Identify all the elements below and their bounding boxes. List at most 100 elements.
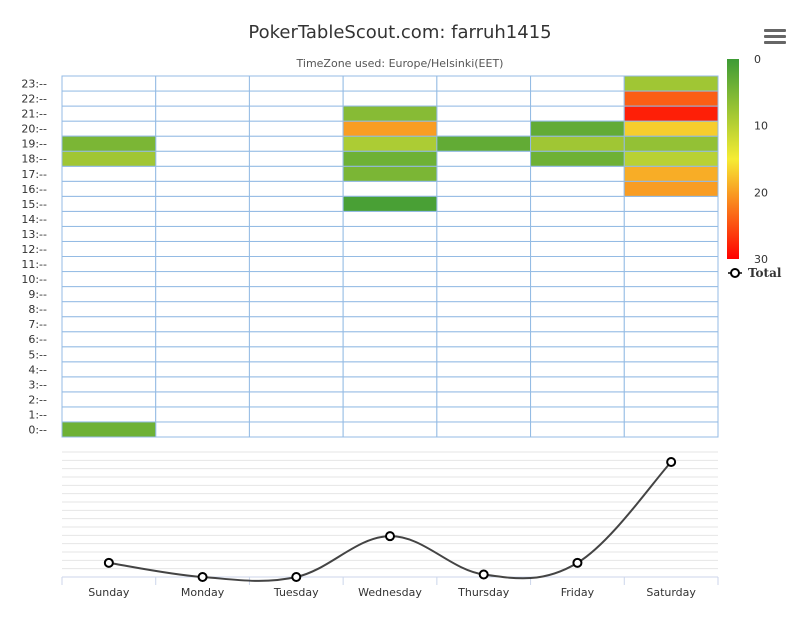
heatmap-empty-cell <box>436 75 532 92</box>
heatmap-empty-cell <box>530 240 625 257</box>
heatmap-empty-cell <box>248 256 344 273</box>
hour-label: 10:-- <box>21 273 47 286</box>
hour-label: 2:-- <box>28 393 47 406</box>
hour-label: 12:-- <box>21 243 47 256</box>
heatmap-empty-cell <box>61 120 157 137</box>
x-axis-label: Sunday <box>88 586 130 599</box>
heatmap-empty-cell <box>530 286 625 303</box>
x-axis-label: Thursday <box>457 586 510 599</box>
heatmap-empty-cell <box>623 225 719 242</box>
heatmap-empty-cell <box>248 75 344 92</box>
heatmap-empty-cell <box>155 376 250 393</box>
heatmap-empty-cell <box>436 406 532 423</box>
heatmap-empty-cell <box>530 406 625 423</box>
heatmap-empty-cell <box>61 286 157 303</box>
heatmap-empty-cell <box>342 331 438 348</box>
chart-subtitle: TimeZone used: Europe/Helsinki(EET) <box>296 57 504 70</box>
heatmap-empty-cell <box>436 316 532 333</box>
heatmap-empty-cell <box>61 271 157 288</box>
heatmap-empty-cell <box>436 120 532 137</box>
heatmap-empty-cell <box>530 391 625 408</box>
heatmap-cell <box>342 105 438 122</box>
heatmap-empty-cell <box>61 210 157 227</box>
hamburger-icon[interactable] <box>764 29 786 47</box>
heatmap-empty-cell <box>342 256 438 273</box>
heatmap-cell <box>530 150 625 167</box>
hour-label: 9:-- <box>28 288 47 301</box>
heatmap-empty-cell <box>530 346 625 363</box>
heatmap-cell <box>530 120 625 137</box>
heatmap-empty-cell <box>155 346 250 363</box>
heatmap-empty-cell <box>342 286 438 303</box>
heatmap-empty-cell <box>248 346 344 363</box>
heatmap-empty-cell <box>530 376 625 393</box>
heatmap-empty-cell <box>61 75 157 92</box>
heatmap-cell <box>61 150 157 167</box>
heatmap-empty-cell <box>248 240 344 257</box>
heatmap-empty-cell <box>530 361 625 378</box>
heatmap-empty-cell <box>155 256 250 273</box>
heatmap-empty-cell <box>248 391 344 408</box>
heatmap-empty-cell <box>530 210 625 227</box>
heatmap-cell <box>342 195 438 212</box>
hour-label: 21:-- <box>21 108 47 121</box>
heatmap-empty-cell <box>623 406 719 423</box>
heatmap-cell <box>342 135 438 152</box>
heatmap-empty-cell <box>61 165 157 182</box>
color-scale-tick: 30 <box>754 253 768 266</box>
heatmap-cell <box>623 180 719 197</box>
heatmap-empty-cell <box>248 286 344 303</box>
heatmap-empty-cell <box>530 165 625 182</box>
heatmap-empty-cell <box>436 301 532 318</box>
heatmap-empty-cell <box>436 391 532 408</box>
heatmap-empty-cell <box>623 286 719 303</box>
hour-label: 19:-- <box>21 138 47 151</box>
total-series-point <box>572 557 583 568</box>
heatmap-empty-cell <box>623 331 719 348</box>
heatmap-empty-cell <box>155 331 250 348</box>
chart-title: PokerTableScout.com: farruh1415 <box>248 22 552 43</box>
heatmap-empty-cell <box>155 150 250 167</box>
hour-label: 23:-- <box>21 78 47 91</box>
heatmap-empty-cell <box>436 346 532 363</box>
heatmap-empty-cell <box>155 195 250 212</box>
heatmap-empty-cell <box>436 150 532 167</box>
heatmap-empty-cell <box>530 105 625 122</box>
heatmap-empty-cell <box>530 90 625 107</box>
heatmap-empty-cell <box>61 195 157 212</box>
hour-label: 5:-- <box>28 348 47 361</box>
heatmap-cell <box>623 135 719 152</box>
x-axis-label: Friday <box>561 586 595 599</box>
heatmap-empty-cell <box>436 286 532 303</box>
heatmap-empty-cell <box>61 331 157 348</box>
heatmap-empty-cell <box>623 316 719 333</box>
heatmap-empty-cell <box>530 256 625 273</box>
heatmap-empty-cell <box>248 406 344 423</box>
heatmap-empty-cell <box>248 120 344 137</box>
hour-label: 0:-- <box>28 423 47 436</box>
heatmap-empty-cell <box>436 105 532 122</box>
heatmap-empty-cell <box>342 225 438 242</box>
hour-label: 3:-- <box>28 378 47 391</box>
heatmap-empty-cell <box>61 301 157 318</box>
hour-label: 7:-- <box>28 318 47 331</box>
heatmap-empty-cell <box>436 90 532 107</box>
heatmap-empty-cell <box>342 391 438 408</box>
x-axis-label: Wednesday <box>358 586 422 599</box>
heatmap-empty-cell <box>155 391 250 408</box>
heatmap-empty-cell <box>623 256 719 273</box>
heatmap-empty-cell <box>436 376 532 393</box>
heatmap-empty-cell <box>248 180 344 197</box>
heatmap-cell <box>61 421 157 438</box>
heatmap-empty-cell <box>436 225 532 242</box>
hour-label: 6:-- <box>28 333 47 346</box>
heatmap-empty-cell <box>61 256 157 273</box>
heatmap-empty-cell <box>342 90 438 107</box>
heatmap-empty-cell <box>530 271 625 288</box>
heatmap-empty-cell <box>155 105 250 122</box>
heatmap-empty-cell <box>248 331 344 348</box>
total-series-point <box>666 457 677 467</box>
total-series-point <box>291 572 302 582</box>
heatmap-empty-cell <box>342 421 438 438</box>
